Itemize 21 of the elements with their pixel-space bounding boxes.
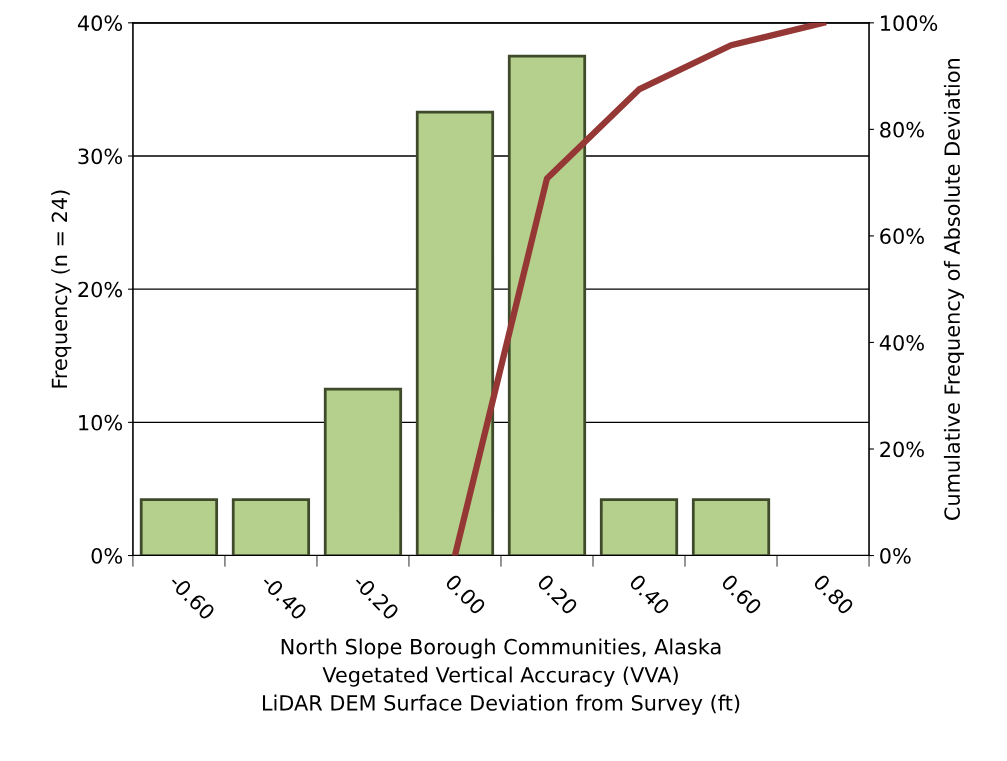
y-tick-label: 10% (79, 414, 123, 431)
y2-tick-label: 100% (881, 15, 938, 32)
bar (507, 54, 587, 556)
bar (599, 498, 679, 556)
bar (231, 498, 311, 556)
x-axis-title: North Slope Borough Communities, Alaska Vegetated Vertical Accuracy (VVA) LiDAR DEM Surface Deviation from Survey (ft) (262, 638, 740, 715)
y2-tick-label: 0% (880, 547, 911, 564)
y2-tick-label: 20% (880, 441, 924, 458)
y2-tick-label: 80% (880, 121, 924, 138)
y-tick-label: 30% (78, 148, 123, 165)
y-tick-label: 40% (77, 15, 123, 32)
y2-tick-label: 60% (880, 228, 924, 245)
bar (139, 498, 219, 556)
y2-axis-title: Cumulative Frequency of Absolute Deviation (943, 59, 965, 520)
y-tick-label: 20% (78, 281, 123, 298)
y-axis-title: Frequency (n = 24) (51, 190, 72, 388)
y-tick-label: 0% (91, 547, 123, 564)
y2-tick-label: 40% (879, 334, 924, 351)
bar (415, 110, 495, 556)
bar (323, 387, 403, 556)
bar (691, 498, 771, 556)
